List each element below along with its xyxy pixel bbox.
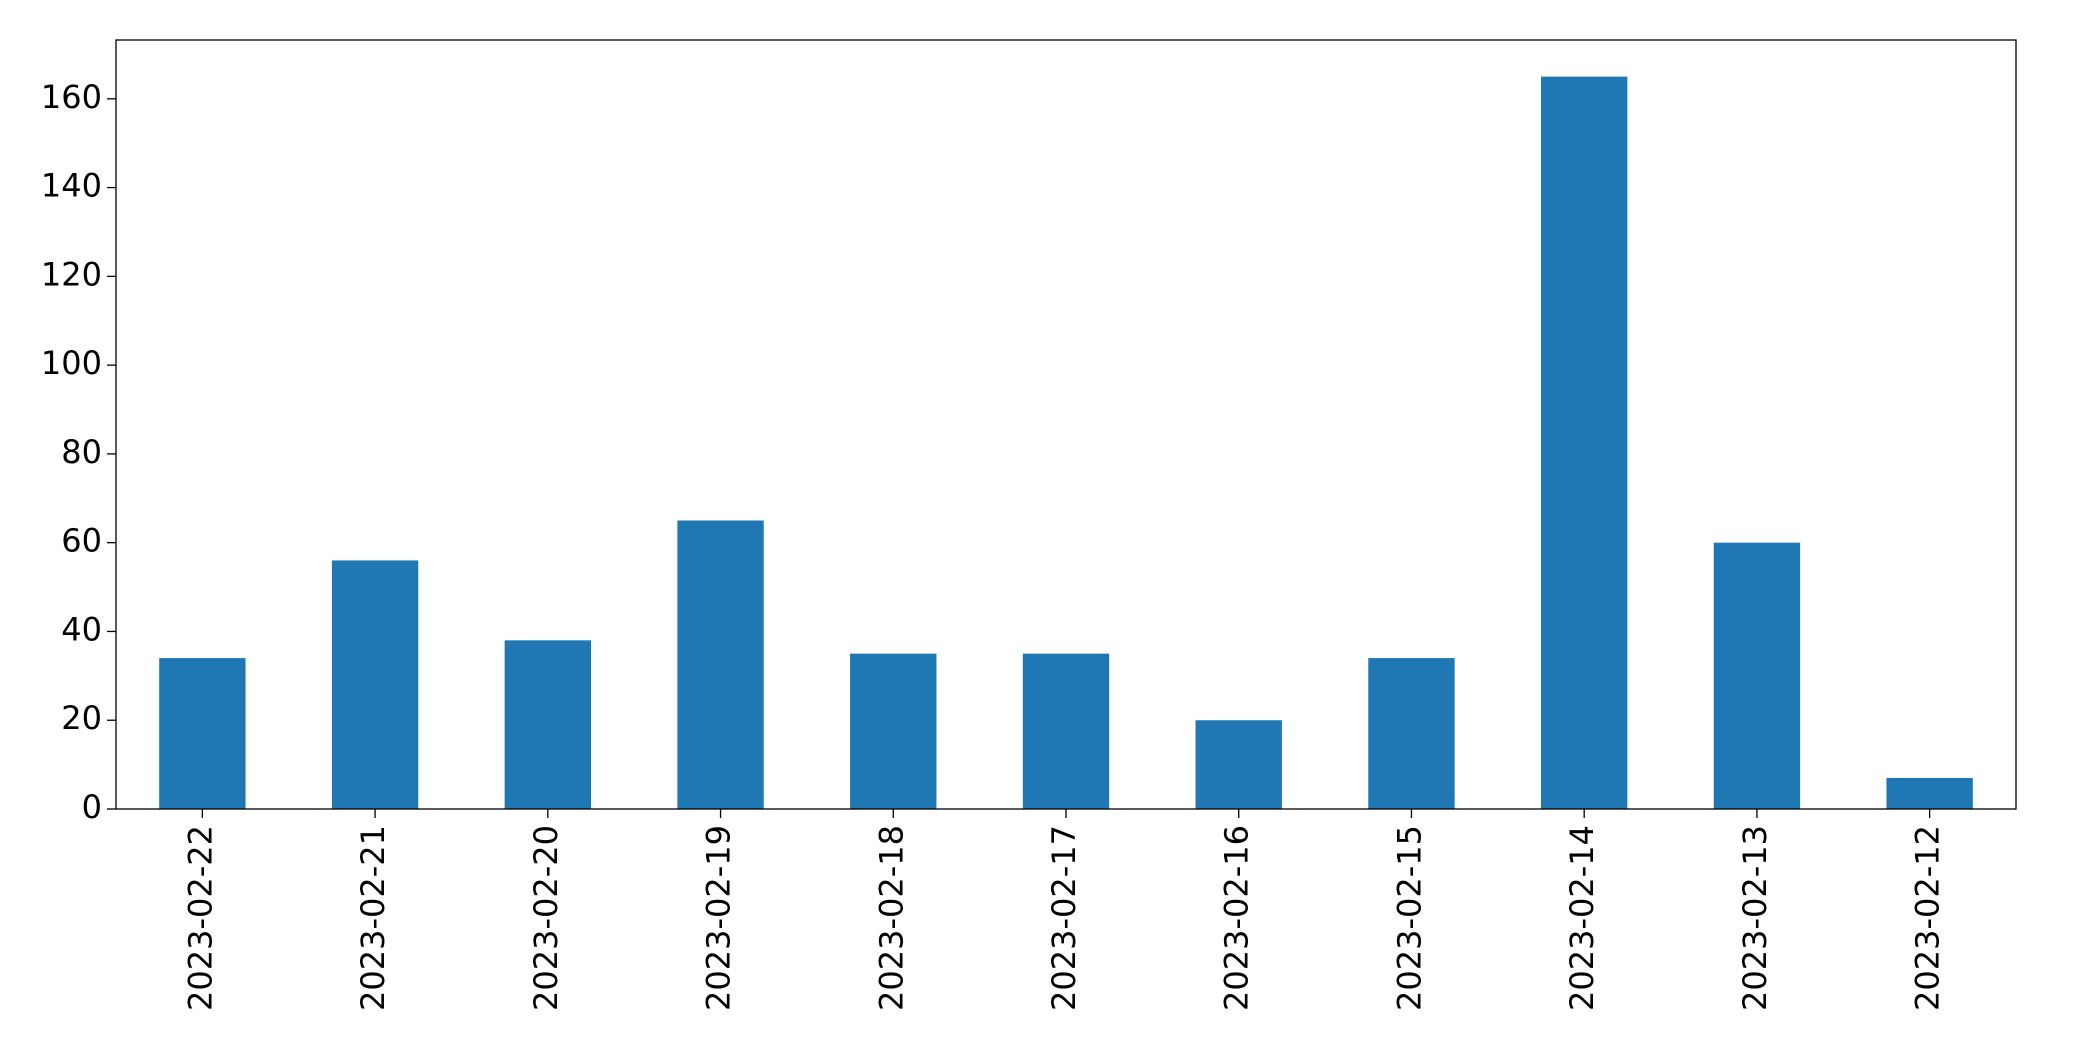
x-tick-label: 2023-02-16 [1218,825,1256,1011]
bar [1886,777,1973,809]
x-tick-label: 2023-02-14 [1563,825,1601,1011]
x-tick-label: 2023-02-21 [354,825,392,1011]
x-tick-label: 2023-02-20 [527,825,565,1011]
bar [1195,720,1282,809]
bar [504,640,591,809]
x-tick-label: 2023-02-15 [1390,825,1428,1011]
x-tick-label: 2023-02-19 [700,825,738,1011]
x-tick-label: 2023-02-13 [1736,825,1774,1011]
bar [1022,653,1110,809]
x-tick-label: 2023-02-22 [181,825,219,1011]
bar [159,658,246,809]
y-tick-label: 140 [41,167,102,205]
y-tick-label: 60 [61,522,102,560]
bar [331,560,419,809]
y-tick-label: 20 [61,699,102,737]
bar [1368,658,1455,809]
y-tick-label: 160 [41,78,102,116]
x-tick-label: 2023-02-18 [872,825,910,1011]
x-tick-label: 2023-02-12 [1909,825,1947,1011]
y-tick-label: 80 [61,433,102,471]
bar [1541,76,1628,810]
bar [850,653,937,809]
y-tick-label: 40 [61,610,102,648]
y-tick-label: 0 [82,788,102,826]
bar [677,520,764,809]
y-tick-label: 120 [41,255,102,293]
bar [1713,542,1801,809]
y-tick-label: 100 [41,344,102,382]
x-tick-label: 2023-02-17 [1045,825,1083,1011]
